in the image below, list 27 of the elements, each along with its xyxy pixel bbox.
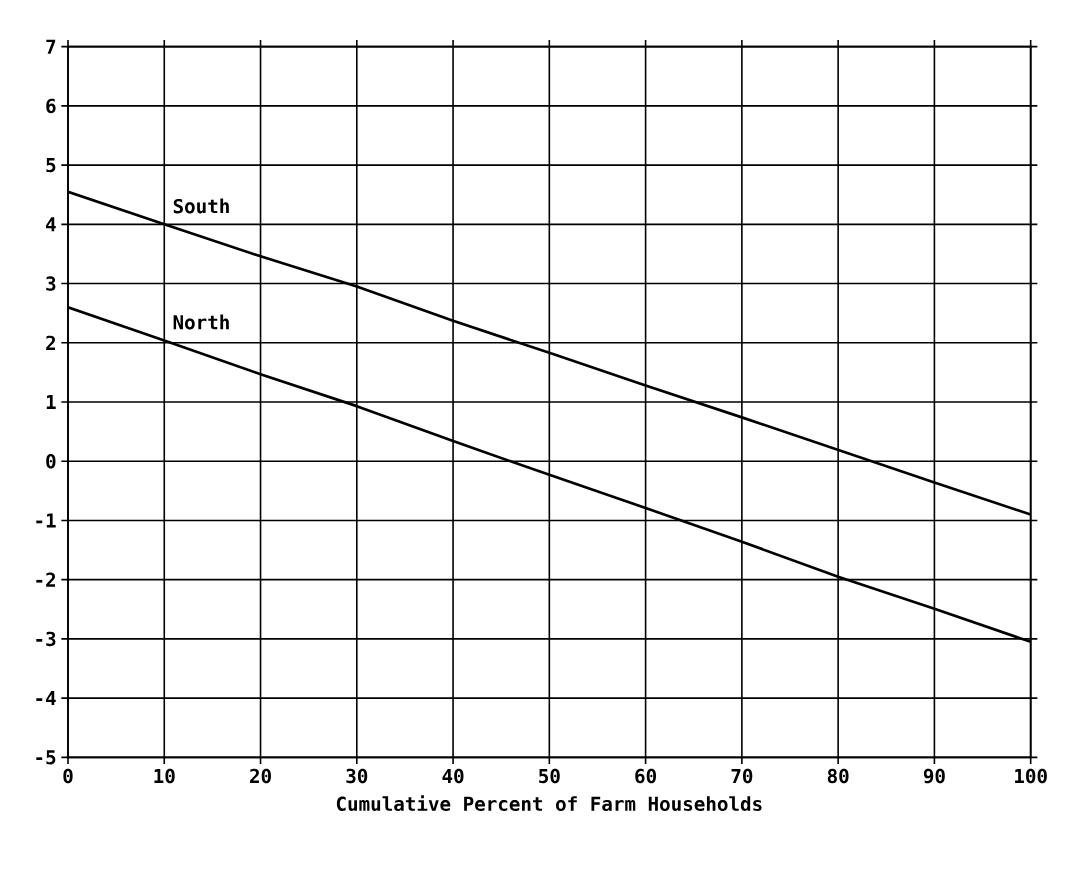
x-tick-label: 100: [1015, 768, 1047, 784]
y-tick-label: 0: [46, 453, 56, 469]
y-tick-label: -3: [36, 631, 56, 646]
x-tick-label: 80: [827, 768, 849, 784]
y-tick-label: 5: [46, 157, 56, 173]
series-label: South: [173, 198, 229, 214]
y-tick-label: -1: [36, 513, 56, 528]
y-tick-label: -5: [36, 750, 56, 765]
x-tick-label: 20: [250, 768, 271, 784]
x-tick-label: 50: [539, 768, 560, 784]
y-tick-label: -4: [36, 690, 56, 705]
x-tick-label: 0: [63, 768, 73, 784]
y-tick-label: 3: [46, 276, 56, 291]
x-tick-label: 40: [442, 768, 464, 784]
x-tick-label: 70: [731, 768, 753, 784]
x-axis-title: Cumulative Percent of Farm Households: [336, 795, 762, 811]
y-tick-label: 4: [46, 217, 56, 232]
x-tick-label: 60: [635, 768, 657, 784]
y-tick-label: 7: [46, 39, 56, 54]
x-tick-label: 10: [154, 768, 175, 784]
series-label: North: [173, 314, 229, 330]
y-tick-label: -2: [36, 572, 56, 587]
x-tick-label: 90: [923, 768, 945, 784]
x-tick-label: 30: [346, 768, 368, 784]
y-tick-label: 6: [46, 98, 56, 113]
y-tick-label: 2: [46, 335, 56, 350]
y-tick-label: 1: [46, 394, 56, 409]
